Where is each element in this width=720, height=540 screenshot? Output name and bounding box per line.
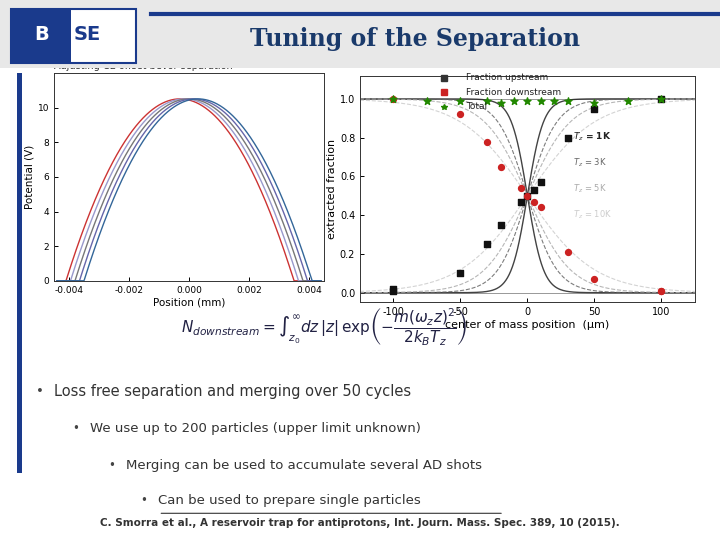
Text: $T_z$ = 1K: $T_z$ = 1K	[572, 130, 611, 143]
Point	[522, 97, 534, 105]
FancyBboxPatch shape	[12, 9, 136, 63]
Text: We use up to 200 particles (upper limit unknown): We use up to 200 particles (upper limit …	[90, 422, 421, 435]
Text: B: B	[35, 25, 49, 44]
Point	[495, 98, 506, 107]
Point	[562, 97, 573, 105]
Point	[495, 163, 506, 171]
Point	[656, 94, 667, 103]
Point	[528, 186, 540, 194]
Point	[388, 94, 400, 103]
Point	[562, 133, 573, 142]
Point	[535, 203, 546, 212]
Point	[388, 286, 400, 295]
Point	[656, 286, 667, 295]
Point	[421, 97, 433, 105]
Point	[522, 192, 534, 200]
Point	[622, 97, 634, 105]
Text: SE: SE	[73, 25, 101, 44]
Y-axis label: extracted fraction: extracted fraction	[327, 139, 337, 239]
Text: •: •	[36, 386, 43, 399]
Point	[482, 137, 493, 146]
Point	[562, 248, 573, 256]
Point	[656, 286, 667, 295]
Point	[482, 240, 493, 248]
Point	[589, 98, 600, 107]
Point	[388, 94, 400, 103]
Text: $T_z$ = 5K: $T_z$ = 5K	[572, 182, 606, 195]
Text: Adjusting CE offset bevor separation: Adjusting CE offset bevor separation	[54, 60, 233, 71]
Point	[535, 97, 546, 105]
Point	[522, 192, 534, 200]
Point	[589, 104, 600, 113]
Point	[656, 94, 667, 103]
Point	[388, 285, 400, 293]
Point	[515, 197, 526, 206]
Text: $N_{downstream} = \int_{z_0}^{\infty} dz\, |z|\, \exp\!\left(-\dfrac{m(\omega_z : $N_{downstream} = \int_{z_0}^{\infty} dz…	[181, 307, 467, 348]
Point	[508, 97, 520, 105]
Text: Merging can be used to accumulate several AD shots: Merging can be used to accumulate severa…	[126, 459, 482, 472]
Text: Tuning of the Separation: Tuning of the Separation	[250, 27, 580, 51]
Point	[455, 97, 467, 105]
Point	[515, 184, 526, 192]
Text: $T_z$ = 3K: $T_z$ = 3K	[572, 156, 606, 168]
Text: $T_z$ = 10K: $T_z$ = 10K	[572, 208, 612, 221]
X-axis label: Position (mm): Position (mm)	[153, 298, 225, 307]
Point	[589, 275, 600, 284]
Text: Fraction upstream: Fraction upstream	[466, 73, 548, 82]
Point	[455, 110, 467, 119]
Text: •: •	[108, 459, 115, 472]
Point	[535, 178, 546, 186]
Point	[455, 269, 467, 278]
Point	[549, 97, 560, 105]
Text: Loss free separation and merging over 50 cycles: Loss free separation and merging over 50…	[54, 384, 411, 400]
Text: C. Smorra et al., A reservoir trap for antiprotons, Int. Journ. Mass. Spec. 389,: C. Smorra et al., A reservoir trap for a…	[100, 518, 620, 528]
FancyBboxPatch shape	[12, 9, 71, 63]
Point	[495, 220, 506, 229]
Text: Can be used to prepare single particles: Can be used to prepare single particles	[158, 494, 421, 507]
X-axis label: center of mass position  (μm): center of mass position (μm)	[445, 320, 610, 330]
Y-axis label: Potential (V): Potential (V)	[25, 145, 35, 209]
Point	[528, 197, 540, 206]
Text: •: •	[72, 422, 79, 435]
Text: Total: Total	[466, 103, 487, 111]
Text: Fraction downstream: Fraction downstream	[466, 88, 561, 97]
Point	[482, 97, 493, 105]
Text: •: •	[140, 494, 148, 507]
